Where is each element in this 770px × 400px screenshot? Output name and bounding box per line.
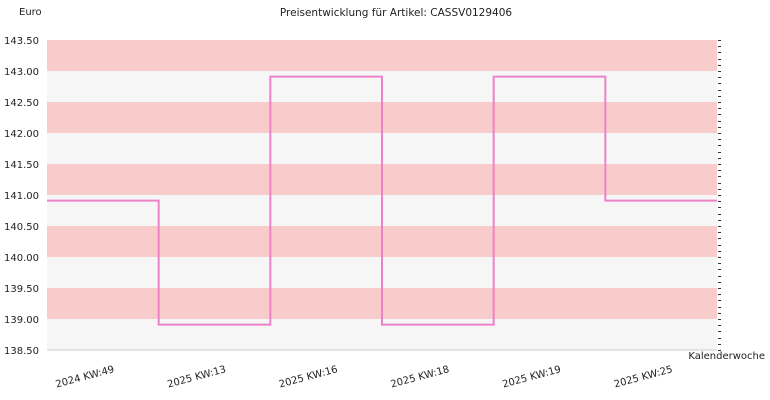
- x-tick-label: 2025 KW:19: [501, 364, 562, 390]
- grid-band: [47, 40, 717, 71]
- y-tick-label: 143.50: [4, 36, 39, 47]
- x-tick-label: 2025 KW:16: [278, 364, 339, 390]
- right-axis-ticks: [718, 40, 721, 351]
- y-tick-label: 142.00: [4, 129, 39, 140]
- y-tick-label: 143.00: [4, 67, 39, 78]
- x-tick-labels: 2024 KW:49 2025 KW:13 2025 KW:16 2025 KW:18…: [55, 364, 674, 390]
- y-tick-label: 141.50: [4, 160, 39, 171]
- x-tick-label: 2025 KW:13: [166, 364, 227, 390]
- y-axis-label: Euro: [19, 7, 42, 18]
- chart-title: Preisentwicklung für Artikel: CASSV01294…: [280, 7, 513, 19]
- y-tick-label: 138.50: [4, 346, 39, 357]
- x-tick-label: 2025 KW:25: [613, 364, 674, 390]
- y-tick-labels: 138.50 139.00 139.50 140.00 140.50 141.00 141.…: [4, 36, 39, 357]
- y-tick-label: 140.00: [4, 253, 39, 264]
- x-tick-label: 2024 KW:49: [55, 364, 116, 390]
- x-axis-label: Kalenderwoche: [688, 351, 765, 362]
- y-tick-label: 142.50: [4, 98, 39, 109]
- y-tick-label: 139.50: [4, 284, 39, 295]
- y-tick-label: 140.50: [4, 222, 39, 233]
- y-tick-label: 139.00: [4, 315, 39, 326]
- y-tick-label: 141.00: [4, 191, 39, 202]
- series-line: [47, 75, 717, 326]
- series-group: [47, 75, 717, 326]
- x-tick-label: 2025 KW:18: [390, 364, 451, 390]
